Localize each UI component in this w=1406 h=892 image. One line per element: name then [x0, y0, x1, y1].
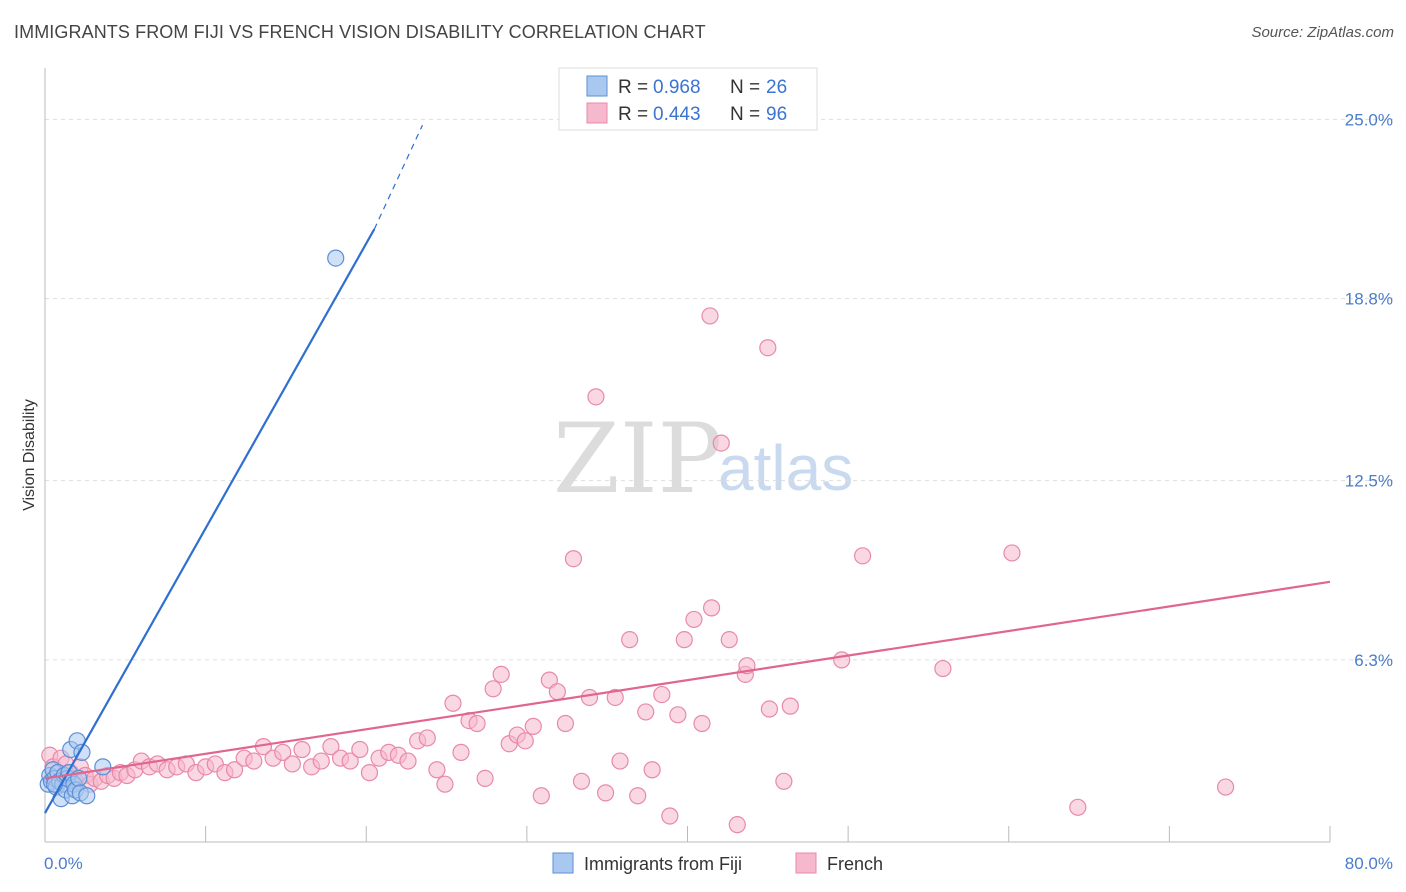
french-point	[596, 784, 615, 802]
bottom-legend: Immigrants from Fiji French	[552, 852, 883, 874]
bottom-legend-fiji-label: Immigrants from Fiji	[584, 854, 742, 874]
x-axis-ticks	[44, 826, 1331, 842]
legend-box: R = 0.968 N = 26 R = 0.443 N = 96	[558, 67, 818, 131]
legend-fiji-swatch	[586, 75, 608, 97]
french-point	[621, 631, 639, 649]
x-tick-label-max: 80.0%	[1345, 854, 1393, 873]
bottom-legend-french-label: French	[827, 854, 883, 874]
y-axis-label: Vision Disability	[21, 399, 38, 511]
french-point	[1216, 778, 1235, 796]
french-point	[399, 752, 417, 770]
grid-lines	[45, 118, 1393, 661]
fiji-point	[327, 249, 345, 267]
legend-fiji-r-value: 0.968	[653, 77, 701, 98]
french-point	[476, 769, 494, 788]
y-tick-label: 25.0%	[1345, 110, 1393, 129]
french-point	[225, 761, 244, 779]
legend-french-r-label: R =	[618, 104, 648, 125]
fiji-series	[39, 249, 345, 808]
y-tick-label: 6.3%	[1354, 651, 1393, 670]
french-point	[637, 703, 655, 721]
french-point	[516, 732, 534, 750]
french-point	[556, 714, 575, 733]
french-point	[643, 761, 661, 779]
french-point	[685, 610, 703, 629]
french-point	[312, 752, 330, 770]
french-point	[564, 550, 583, 568]
french-point	[934, 659, 952, 678]
watermark-zip: ZIP	[553, 403, 722, 515]
fiji-trend-extension	[373, 124, 424, 230]
source-credit: Source: ZipAtlas.com	[1251, 24, 1394, 41]
french-point	[1069, 798, 1087, 816]
fiji-point	[78, 787, 96, 805]
french-point	[693, 714, 711, 733]
french-point	[781, 697, 799, 715]
legend-french-n-label: N =	[730, 104, 760, 125]
french-point	[587, 388, 605, 406]
fiji-trend-line	[44, 228, 376, 814]
french-point	[653, 685, 671, 704]
french-point	[484, 680, 502, 698]
y-tick-label: 12.5%	[1345, 472, 1393, 491]
y-tick-label: 18.8%	[1345, 290, 1393, 309]
french-series	[41, 307, 1235, 834]
french-point	[702, 599, 721, 617]
french-point	[293, 740, 311, 759]
french-point	[675, 631, 693, 649]
french-point	[341, 752, 359, 770]
french-point	[712, 434, 730, 452]
chart-title: IMMIGRANTS FROM FIJI VS FRENCH VISION DI…	[14, 22, 706, 42]
trend-lines	[44, 124, 1331, 814]
french-point	[611, 752, 629, 770]
french-point	[833, 651, 851, 669]
legend-fiji-n-label: N =	[730, 77, 760, 98]
french-point	[606, 688, 624, 707]
french-trend-line	[44, 580, 1331, 780]
french-point	[274, 743, 292, 761]
french-point	[759, 339, 777, 357]
french-point	[492, 665, 510, 683]
french-point	[669, 706, 687, 724]
french-point	[853, 547, 872, 565]
watermark-atlas: atlas	[718, 432, 853, 504]
french-point	[436, 775, 454, 793]
bottom-legend-fiji-swatch	[552, 852, 574, 874]
french-point	[468, 714, 486, 733]
french-point	[351, 740, 369, 759]
legend-fiji-n-value: 26	[766, 77, 787, 98]
french-point	[572, 772, 591, 790]
x-tick-label-min: 0.0%	[44, 854, 83, 873]
french-point	[728, 816, 746, 834]
french-point	[428, 761, 446, 779]
french-point	[701, 307, 719, 325]
french-point	[283, 755, 301, 773]
french-point	[524, 717, 542, 735]
french-point	[548, 683, 566, 701]
french-point	[452, 743, 470, 761]
french-point	[720, 631, 738, 649]
legend-fiji-r-label: R =	[618, 77, 648, 98]
french-point	[760, 700, 779, 718]
french-point	[245, 752, 263, 770]
legend-french-n-value: 96	[766, 104, 787, 125]
legend-french-r-value: 0.443	[653, 104, 701, 125]
french-point	[444, 694, 462, 712]
french-point	[629, 787, 647, 805]
french-point	[661, 807, 679, 825]
fiji-point	[94, 758, 112, 776]
french-point	[580, 688, 599, 707]
french-point	[775, 772, 793, 790]
french-point	[532, 787, 550, 805]
french-point	[322, 738, 340, 756]
legend-french-swatch	[586, 102, 608, 124]
bottom-legend-french-swatch	[795, 852, 817, 874]
french-point	[1003, 544, 1021, 562]
french-point	[418, 729, 436, 747]
french-point	[360, 764, 379, 782]
